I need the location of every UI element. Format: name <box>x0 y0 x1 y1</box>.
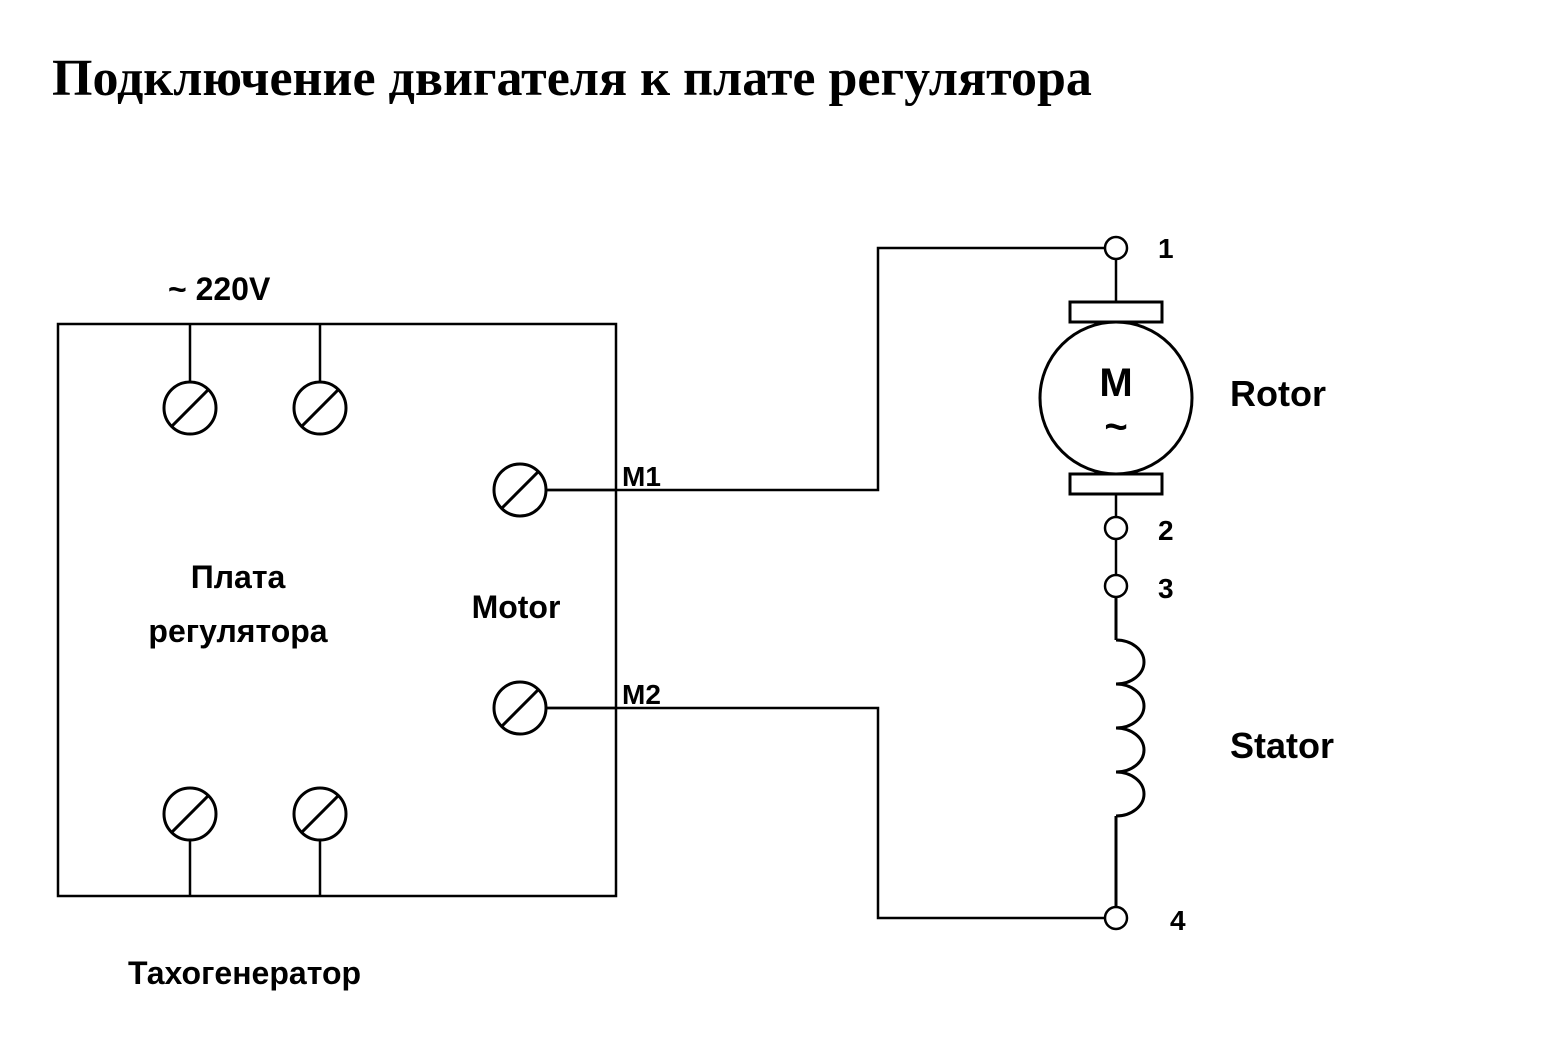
title-text: Подключение двигателя к плате регулятора <box>52 50 1092 107</box>
motor-terminal-1 <box>494 464 546 516</box>
rotor-label: Rotor <box>1230 373 1326 414</box>
tacho-terminal-1 <box>164 788 216 840</box>
motor-brush-bottom <box>1070 474 1162 494</box>
power-terminal-1 <box>164 382 216 434</box>
voltage-label: ~ 220V <box>168 271 271 307</box>
tacho-label: Тахогенератор <box>128 955 361 991</box>
m1-label: M1 <box>622 461 661 492</box>
node-4 <box>1105 907 1127 929</box>
power-terminal-2 <box>294 382 346 434</box>
node-3-label: 3 <box>1158 573 1174 604</box>
node-1-label: 1 <box>1158 233 1174 264</box>
m2-label: M2 <box>622 679 661 710</box>
motor-brush-top <box>1070 302 1162 322</box>
motor-letter: M <box>1099 361 1132 405</box>
stator-label: Stator <box>1230 725 1334 766</box>
motor-tilde: ~ <box>1104 405 1127 449</box>
board-label-line2: регулятора <box>148 613 327 649</box>
motor-label: Motor <box>472 589 561 625</box>
board-label-line1: Плата <box>191 559 286 595</box>
node-3 <box>1105 575 1127 597</box>
node-4-label: 4 <box>1170 905 1186 936</box>
tacho-terminal-2 <box>294 788 346 840</box>
node-1 <box>1105 237 1127 259</box>
node-2 <box>1105 517 1127 539</box>
motor-terminal-2 <box>494 682 546 734</box>
node-2-label: 2 <box>1158 515 1174 546</box>
